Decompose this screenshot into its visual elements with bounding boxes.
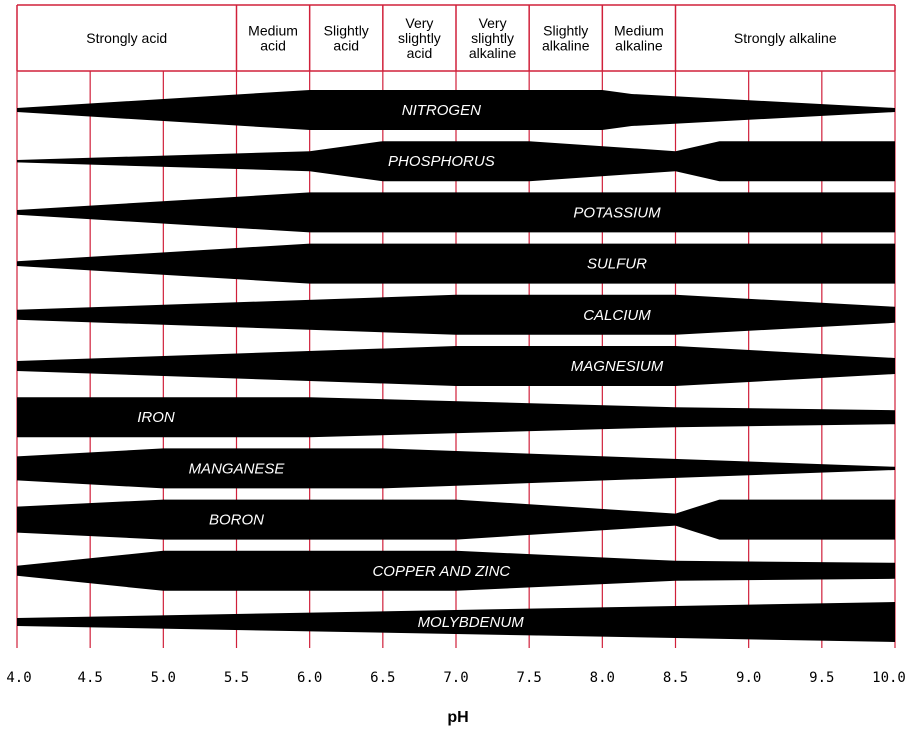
x-axis-label: pH: [447, 709, 468, 726]
band-label-manganese: MANGANESE: [189, 460, 286, 477]
band-manganese: [17, 448, 895, 489]
band-label-boron: BORON: [209, 512, 264, 529]
band-potassium: [17, 192, 895, 233]
x-tick-8: 8.0: [590, 670, 615, 686]
band-nitrogen: [17, 90, 895, 130]
x-tick-9: 8.5: [663, 670, 688, 686]
band-label-copper-and-zinc: COPPER AND ZINC: [372, 563, 510, 580]
band-calcium: [17, 294, 895, 335]
band-iron: [17, 397, 895, 438]
x-tick-2: 5.0: [151, 670, 176, 686]
x-axis-ticks: 4.0 4.5 5.0 5.5 6.0 6.5 7.0 7.5 8.0 8.5 9.0 9.5 10.0: [6, 670, 906, 686]
band-label-phosphorus: PHOSPHORUS: [388, 153, 495, 170]
nutrient-bands: NITROGEN PHOSPHORUS POTASSIUM SULFUR CALCIUM…: [17, 90, 895, 642]
range-label-5: Slightly alkaline: [542, 23, 590, 54]
range-label-0: Strongly acid: [86, 30, 167, 46]
band-label-iron: IRON: [137, 409, 175, 426]
band-sulfur: [17, 243, 895, 284]
band-label-magnesium: MAGNESIUM: [571, 358, 664, 375]
range-label-7: Strongly alkaline: [734, 30, 837, 46]
band-label-sulfur: SULFUR: [587, 256, 647, 273]
range-label-3: Very slightly acid: [398, 15, 441, 61]
x-tick-3: 5.5: [224, 670, 249, 686]
band-molybdenum: [17, 602, 895, 642]
x-tick-7: 7.5: [517, 670, 542, 686]
x-tick-0: 4.0: [6, 670, 31, 686]
range-label-6: Medium alkaline: [614, 23, 664, 54]
band-copper-and-zinc: [17, 550, 895, 591]
x-tick-12: 10.0: [872, 670, 906, 686]
band-label-molybdenum: MOLYBDENUM: [418, 614, 525, 631]
x-tick-4: 6.0: [297, 670, 322, 686]
band-label-potassium: POTASSIUM: [573, 204, 661, 221]
range-label-1: Medium acid: [248, 23, 298, 54]
band-boron: [17, 499, 895, 540]
x-tick-11: 9.5: [809, 670, 834, 686]
x-tick-10: 9.0: [736, 670, 761, 686]
x-tick-1: 4.5: [78, 670, 103, 686]
band-label-calcium: CALCIUM: [583, 307, 651, 324]
x-tick-6: 7.0: [443, 670, 468, 686]
ph-range-header: Strongly acid Medium acid Slightly acid Very s…: [16, 4, 896, 72]
band-phosphorus: [17, 141, 895, 182]
range-label-2: Slightly acid: [324, 23, 369, 54]
band-magnesium: [17, 346, 895, 386]
band-label-nitrogen: NITROGEN: [402, 102, 481, 119]
range-label-4: Very slightly alkaline: [469, 15, 517, 61]
x-tick-5: 6.5: [370, 670, 395, 686]
